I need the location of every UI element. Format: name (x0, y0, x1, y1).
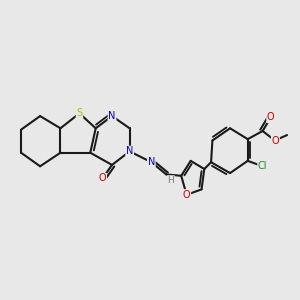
Text: H: H (167, 176, 174, 185)
Text: N: N (108, 111, 116, 121)
Text: O: O (272, 136, 279, 146)
Text: O: O (99, 173, 106, 184)
Text: N: N (126, 146, 133, 156)
Text: O: O (267, 112, 274, 122)
Text: N: N (148, 157, 155, 167)
Text: S: S (76, 108, 82, 118)
Text: O: O (183, 190, 190, 200)
Text: Cl: Cl (258, 161, 267, 171)
